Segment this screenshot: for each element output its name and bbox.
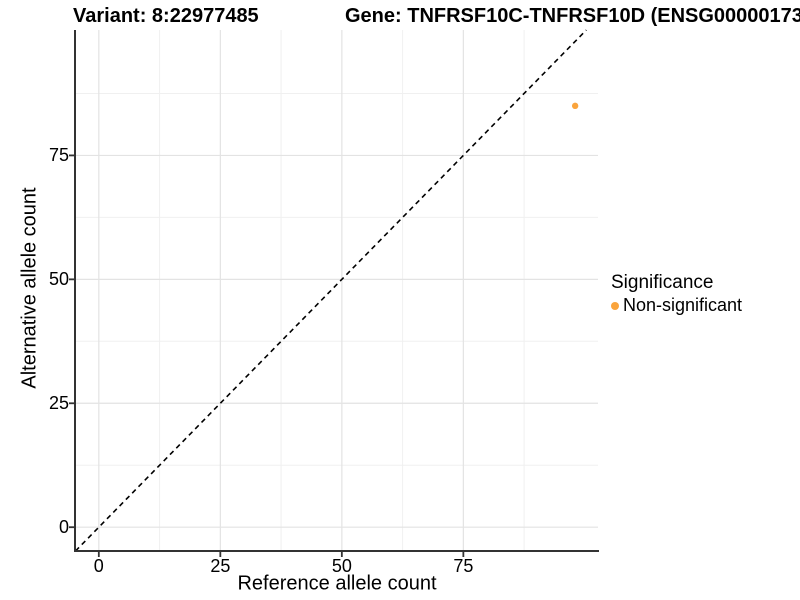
y-tick-label: 0 (58, 517, 69, 538)
legend-title: Significance (611, 272, 714, 293)
y-tick-label: 75 (48, 145, 69, 166)
data-point (571, 102, 579, 110)
x-tick-label: 25 (210, 556, 231, 576)
x-tick-label: 0 (93, 556, 104, 576)
identity-line (74, 29, 587, 552)
legend: Significance Non-significant (611, 271, 742, 316)
legend-point-icon (611, 301, 619, 310)
y-tick-label: 25 (48, 393, 69, 414)
legend-item: Non-significant (611, 295, 742, 316)
legend-item-label: Non-significant (623, 295, 743, 315)
variant-title: Variant: 8:22977485 (73, 5, 259, 27)
x-tick-label: 75 (453, 556, 474, 576)
y-tick-label: 50 (48, 269, 69, 290)
gene-title: Gene: TNFRSF10C-TNFRSF10D (ENSG00000173 (345, 5, 800, 27)
x-axis-title: Reference allele count (237, 572, 437, 595)
x-tick-label: 50 (331, 556, 352, 576)
